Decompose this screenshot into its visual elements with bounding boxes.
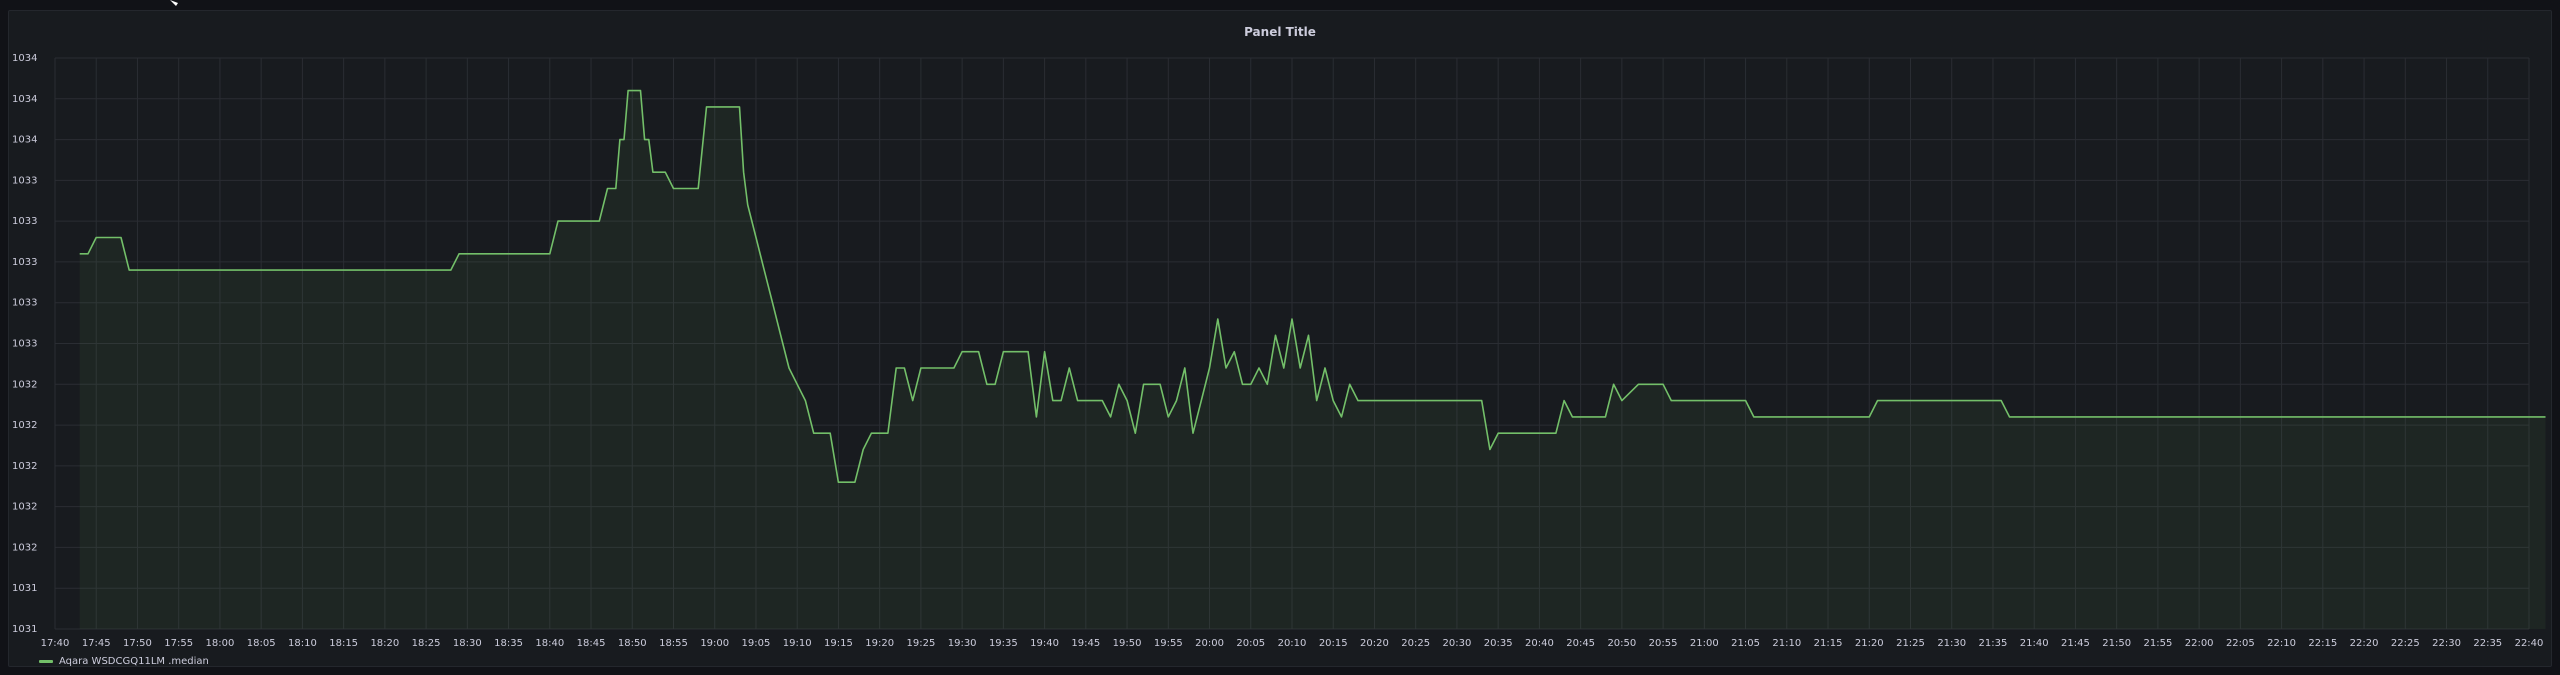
- x-tick-label: 17:45: [82, 638, 111, 649]
- x-tick-label: 18:40: [535, 638, 564, 649]
- x-tick-label: 21:25: [1896, 638, 1925, 649]
- x-tick-label: 19:50: [1113, 638, 1142, 649]
- y-tick-label: 1034: [12, 53, 37, 64]
- x-tick-label: 21:35: [1979, 638, 2008, 649]
- x-tick-label: 19:35: [989, 638, 1018, 649]
- series-line[interactable]: [79, 89, 2546, 483]
- x-tick-label: 21:05: [1731, 638, 1760, 649]
- y-tick-label: 1032: [12, 502, 37, 513]
- x-tick-label: 20:30: [1443, 638, 1472, 649]
- x-tick-label: 22:15: [2308, 638, 2337, 649]
- y-tick-label: 1031: [12, 583, 37, 594]
- y-tick-label: 1033: [12, 257, 37, 268]
- x-tick-label: 19:45: [1071, 638, 1100, 649]
- x-tick-label: 20:10: [1278, 638, 1307, 649]
- x-tick-label: 17:50: [123, 638, 152, 649]
- y-tick-label: 1033: [12, 298, 37, 309]
- x-tick-label: 22:05: [2226, 638, 2255, 649]
- x-tick-label: 22:30: [2432, 638, 2461, 649]
- x-tick-label: 18:10: [288, 638, 317, 649]
- x-tick-label: 22:25: [2391, 638, 2420, 649]
- x-tick-label: 20:20: [1360, 638, 1389, 649]
- x-tick-label: 17:55: [164, 638, 193, 649]
- x-tick-label: 18:50: [618, 638, 647, 649]
- x-tick-label: 22:40: [2515, 638, 2544, 649]
- x-tick-label: 22:20: [2350, 638, 2379, 649]
- x-tick-label: 18:35: [494, 638, 523, 649]
- legend-series-swatch: [39, 660, 53, 663]
- x-tick-label: 20:25: [1401, 638, 1430, 649]
- x-tick-label: 21:40: [2020, 638, 2049, 649]
- x-tick-label: 20:15: [1319, 638, 1348, 649]
- x-tick-label: 21:50: [2102, 638, 2131, 649]
- legend-series-label[interactable]: Aqara WSDCGQ11LM .median: [59, 656, 209, 667]
- x-tick-label: 20:55: [1649, 638, 1678, 649]
- x-tick-label: 17:40: [41, 638, 70, 649]
- x-tick-label: 19:25: [906, 638, 935, 649]
- x-tick-label: 18:00: [206, 638, 235, 649]
- time-series-chart[interactable]: 1031 1031 1032 1032 1032 1032 1032 1033 1033 1033…: [9, 11, 2553, 668]
- graph-panel: Panel Title 1031 1031 1032 1032 1032 1032 1032…: [8, 10, 2552, 667]
- x-tick-label: 19:10: [783, 638, 812, 649]
- y-tick-label: 1034: [12, 94, 37, 105]
- x-tick-label: 19:20: [865, 638, 894, 649]
- y-tick-label: 1032: [12, 420, 37, 431]
- x-tick-label: 18:25: [412, 638, 441, 649]
- x-tick-label: 18:55: [659, 638, 688, 649]
- x-tick-label: 20:40: [1525, 638, 1554, 649]
- x-tick-label: 19:30: [948, 638, 977, 649]
- series-area-fill: [79, 90, 2546, 630]
- x-tick-label: 21:00: [1690, 638, 1719, 649]
- x-tick-label: 18:05: [247, 638, 276, 649]
- x-tick-label: 21:30: [1937, 638, 1966, 649]
- x-tick-label: 19:55: [1154, 638, 1183, 649]
- panel-title[interactable]: Panel Title: [1244, 25, 1316, 39]
- y-tick-label: 1034: [12, 135, 37, 146]
- x-tick-label: 21:55: [2143, 638, 2172, 649]
- y-tick-label: 1032: [12, 379, 37, 390]
- x-tick-label: 20:45: [1566, 638, 1595, 649]
- y-tick-label: 1032: [12, 542, 37, 553]
- x-tick-label: 22:00: [2185, 638, 2214, 649]
- x-tick-label: 20:50: [1607, 638, 1636, 649]
- y-tick-label: 1033: [12, 175, 37, 186]
- x-tick-label: 18:20: [370, 638, 399, 649]
- x-tick-label: 22:10: [2267, 638, 2296, 649]
- x-tick-label: 21:10: [1772, 638, 1801, 649]
- x-tick-label: 20:05: [1236, 638, 1265, 649]
- x-tick-label: 20:00: [1195, 638, 1224, 649]
- x-tick-label: 18:30: [453, 638, 482, 649]
- mouse-cursor-icon: [170, 0, 178, 6]
- x-tick-label: 21:15: [1814, 638, 1843, 649]
- y-tick-label: 1031: [12, 624, 37, 635]
- x-tick-label: 21:20: [1855, 638, 1884, 649]
- x-tick-label: 22:35: [2473, 638, 2502, 649]
- x-tick-label: 19:00: [700, 638, 729, 649]
- y-tick-label: 1033: [12, 339, 37, 350]
- x-tick-label: 18:15: [329, 638, 358, 649]
- x-tick-label: 21:45: [2061, 638, 2090, 649]
- x-tick-label: 19:40: [1030, 638, 1059, 649]
- legend[interactable]: Aqara WSDCGQ11LM .median: [39, 656, 209, 667]
- y-tick-label: 1033: [12, 216, 37, 227]
- y-tick-label: 1032: [12, 461, 37, 472]
- x-tick-label: 20:35: [1484, 638, 1513, 649]
- x-tick-label: 18:45: [577, 638, 606, 649]
- x-tick-label: 19:15: [824, 638, 853, 649]
- x-tick-label: 19:05: [742, 638, 771, 649]
